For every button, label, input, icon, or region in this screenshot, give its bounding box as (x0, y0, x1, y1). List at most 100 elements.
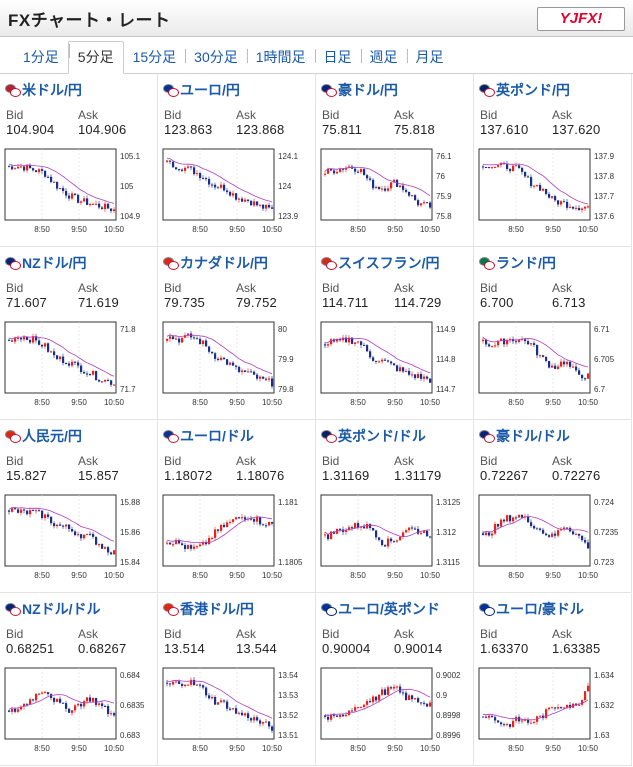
pair-name-link[interactable]: ユーロ/円 (163, 80, 240, 100)
candle-body (491, 346, 494, 348)
candle-body (578, 370, 581, 375)
candle-body (381, 539, 384, 546)
candle-body (110, 713, 113, 715)
y-tick-label: 71.8 (120, 325, 136, 334)
moving-average-line (8, 163, 115, 204)
candle-body (497, 165, 500, 167)
candle-body (92, 698, 95, 702)
candle-body (521, 720, 524, 722)
pair-card[interactable]: カナダドル/円 Bid Ask 79.735 79.752 80 79.9 79.8 8:50 9… (158, 247, 316, 420)
mini-candle-chart[interactable]: 1.634 1.632 1.63 8:50 9:50 10:50 (478, 667, 628, 757)
pair-name-link[interactable]: 豪ドル/円 (321, 80, 398, 100)
y-tick-label: 6.705 (594, 355, 615, 364)
pair-name-link[interactable]: 英ポンド/円 (479, 80, 570, 100)
tab-2[interactable]: 15分足 (132, 49, 177, 65)
ask-label: Ask (236, 108, 257, 122)
pair-card[interactable]: 人民元/円 Bid Ask 15.827 15.857 15.88 15.86 15.84 8:… (0, 420, 158, 593)
candle-body (551, 365, 554, 368)
x-tick-label: 9:50 (387, 398, 403, 407)
x-tick-label: 10:50 (104, 225, 125, 234)
pair-card[interactable]: ユーロ/英ポンド Bid Ask 0.90004 0.90014 0.9002 0.9 0.8… (316, 593, 474, 766)
pair-name-link[interactable]: ユーロ/ドル (163, 426, 254, 446)
pair-name-link[interactable]: 香港ドル/円 (163, 599, 254, 619)
pair-name-link[interactable]: 英ポンド/ドル (321, 426, 426, 446)
candle-body (399, 185, 402, 187)
candle-body (89, 697, 92, 702)
pair-name-link[interactable]: ランド/円 (479, 253, 556, 273)
pair-name-link[interactable]: カナダドル/円 (163, 253, 268, 273)
candle-body (584, 691, 587, 701)
mini-candle-chart[interactable]: 0.724 0.7235 0.723 8:50 9:50 10:50 (478, 494, 628, 584)
candle-body (497, 340, 500, 346)
pair-name-link[interactable]: 人民元/円 (5, 426, 82, 446)
mini-candle-chart[interactable]: 137.9 137.8 137.7 137.6 8:50 9:50 10:50 (478, 148, 628, 238)
pair-card[interactable]: 豪ドル/ドル Bid Ask 0.72267 0.72276 0.724 0.7235 0.7… (474, 420, 632, 593)
mini-candle-chart[interactable]: 0.684 0.6835 0.683 8:50 9:50 10:50 (4, 667, 154, 757)
pair-name-link[interactable]: スイスフラン/円 (321, 253, 439, 273)
tab-0[interactable]: 1分足 (23, 49, 59, 65)
candle-body (524, 171, 527, 177)
pair-card[interactable]: ランド/円 Bid Ask 6.700 6.713 6.71 6.705 6.7 8:50 9:5… (474, 247, 632, 420)
tab-7[interactable]: 月足 (406, 47, 453, 73)
yjfx-logo[interactable]: YJFX! (537, 7, 625, 31)
mini-candle-chart[interactable]: 71.8 71.7 8:50 9:50 10:50 (4, 321, 154, 411)
candle-body (35, 693, 38, 701)
mini-candle-chart[interactable]: 80 79.9 79.8 8:50 9:50 10:50 (162, 321, 312, 411)
candle-body (265, 378, 268, 380)
candle-body (83, 534, 86, 539)
mini-candle-chart[interactable]: 15.88 15.86 15.84 8:50 9:50 10:50 (4, 494, 154, 584)
pair-name-link[interactable]: 米ドル/円 (5, 80, 82, 100)
pair-name-link[interactable]: ユーロ/豪ドル (479, 599, 584, 619)
pair-name-link[interactable]: ユーロ/英ポンド (321, 599, 440, 619)
candle-body (226, 522, 229, 528)
pair-name-link[interactable]: NZドル/ドル (5, 599, 101, 619)
candle-body (482, 533, 485, 536)
mini-candle-chart[interactable]: 13.54 13.53 13.52 13.51 8:50 9:50 10:50 (162, 667, 312, 757)
header: FXチャート・レート YJFX! (0, 0, 633, 37)
tab-4[interactable]: 1時間足 (246, 47, 315, 73)
moving-average-line (166, 516, 273, 544)
tab-3[interactable]: 30分足 (185, 47, 247, 73)
pair-card[interactable]: ユーロ/ドル Bid Ask 1.18072 1.18076 1.181 1.1805 8:5… (158, 420, 316, 593)
mini-candle-chart[interactable]: 124.1 124 123.9 8:50 9:50 10:50 (162, 148, 312, 238)
pair-card[interactable]: 米ドル/円 Bid Ask 104.904 104.906 105.1 105 104.9 8:… (0, 74, 158, 247)
mini-candle-chart[interactable]: 6.71 6.705 6.7 8:50 9:50 10:50 (478, 321, 628, 411)
pair-card[interactable]: スイスフラン/円 Bid Ask 114.711 114.729 114.9 114.8 11… (316, 247, 474, 420)
candle-body (417, 200, 420, 206)
tab-6[interactable]: 週足 (360, 47, 407, 73)
pair-card[interactable]: NZドル/円 Bid Ask 71.607 71.619 71.8 71.7 8:50 9:50… (0, 247, 158, 420)
mini-candle-chart[interactable]: 114.9 114.8 114.7 8:50 9:50 10:50 (320, 321, 470, 411)
candle-body (527, 719, 530, 723)
candle-body (101, 381, 104, 383)
candle-body (375, 530, 378, 538)
pair-name-link[interactable]: 豪ドル/ドル (479, 426, 570, 446)
x-tick-label: 9:50 (229, 744, 245, 753)
mini-candle-chart[interactable]: 1.181 1.1805 8:50 9:50 10:50 (162, 494, 312, 584)
candle-body (500, 519, 503, 527)
pair-card[interactable]: 英ポンド/ドル Bid Ask 1.31169 1.31179 1.3125 1.312 1.… (316, 420, 474, 593)
y-tick-label: 137.9 (594, 152, 615, 161)
moving-average-line (482, 516, 589, 533)
candle-body (384, 545, 387, 547)
pair-card[interactable]: ユーロ/豪ドル Bid Ask 1.63370 1.63385 1.634 1.632 1.6… (474, 593, 632, 766)
candle-body (330, 714, 333, 720)
pair-name-link[interactable]: NZドル/円 (5, 253, 87, 273)
pair-card[interactable]: 英ポンド/円 Bid Ask 137.610 137.620 137.9 137.8 137.… (474, 74, 632, 247)
pair-card[interactable]: 香港ドル/円 Bid Ask 13.514 13.544 13.54 13.53 13.52 1… (158, 593, 316, 766)
candle-body (387, 538, 390, 547)
pair-card[interactable]: NZドル/ドル Bid Ask 0.68251 0.68267 0.684 0.6835 0.… (0, 593, 158, 766)
ask-label: Ask (552, 108, 573, 122)
pair-name: ユーロ/英ポンド (338, 601, 440, 617)
pair-name: 英ポンド/円 (496, 82, 570, 98)
chart-frame (320, 321, 433, 394)
mini-candle-chart[interactable]: 1.3125 1.312 1.3115 8:50 9:50 10:50 (320, 494, 470, 584)
tab-1[interactable]: 5分足 (67, 41, 124, 74)
mini-candle-chart[interactable]: 105.1 105 104.9 8:50 9:50 10:50 (4, 148, 154, 238)
candle-body (56, 698, 59, 702)
candle-body (229, 191, 232, 196)
tab-5[interactable]: 日足 (314, 47, 361, 73)
pair-card[interactable]: 豪ドル/円 Bid Ask 75.811 75.818 76.1 76 75.9 75.8 8:5… (316, 74, 474, 247)
pair-card[interactable]: ユーロ/円 Bid Ask 123.863 123.868 124.1 124 123.9 8:… (158, 74, 316, 247)
mini-candle-chart[interactable]: 0.9002 0.9 0.8998 0.8996 8:50 9:50 10:50 (320, 667, 470, 757)
mini-candle-chart[interactable]: 76.1 76 75.9 75.8 8:50 9:50 10:50 (320, 148, 470, 238)
